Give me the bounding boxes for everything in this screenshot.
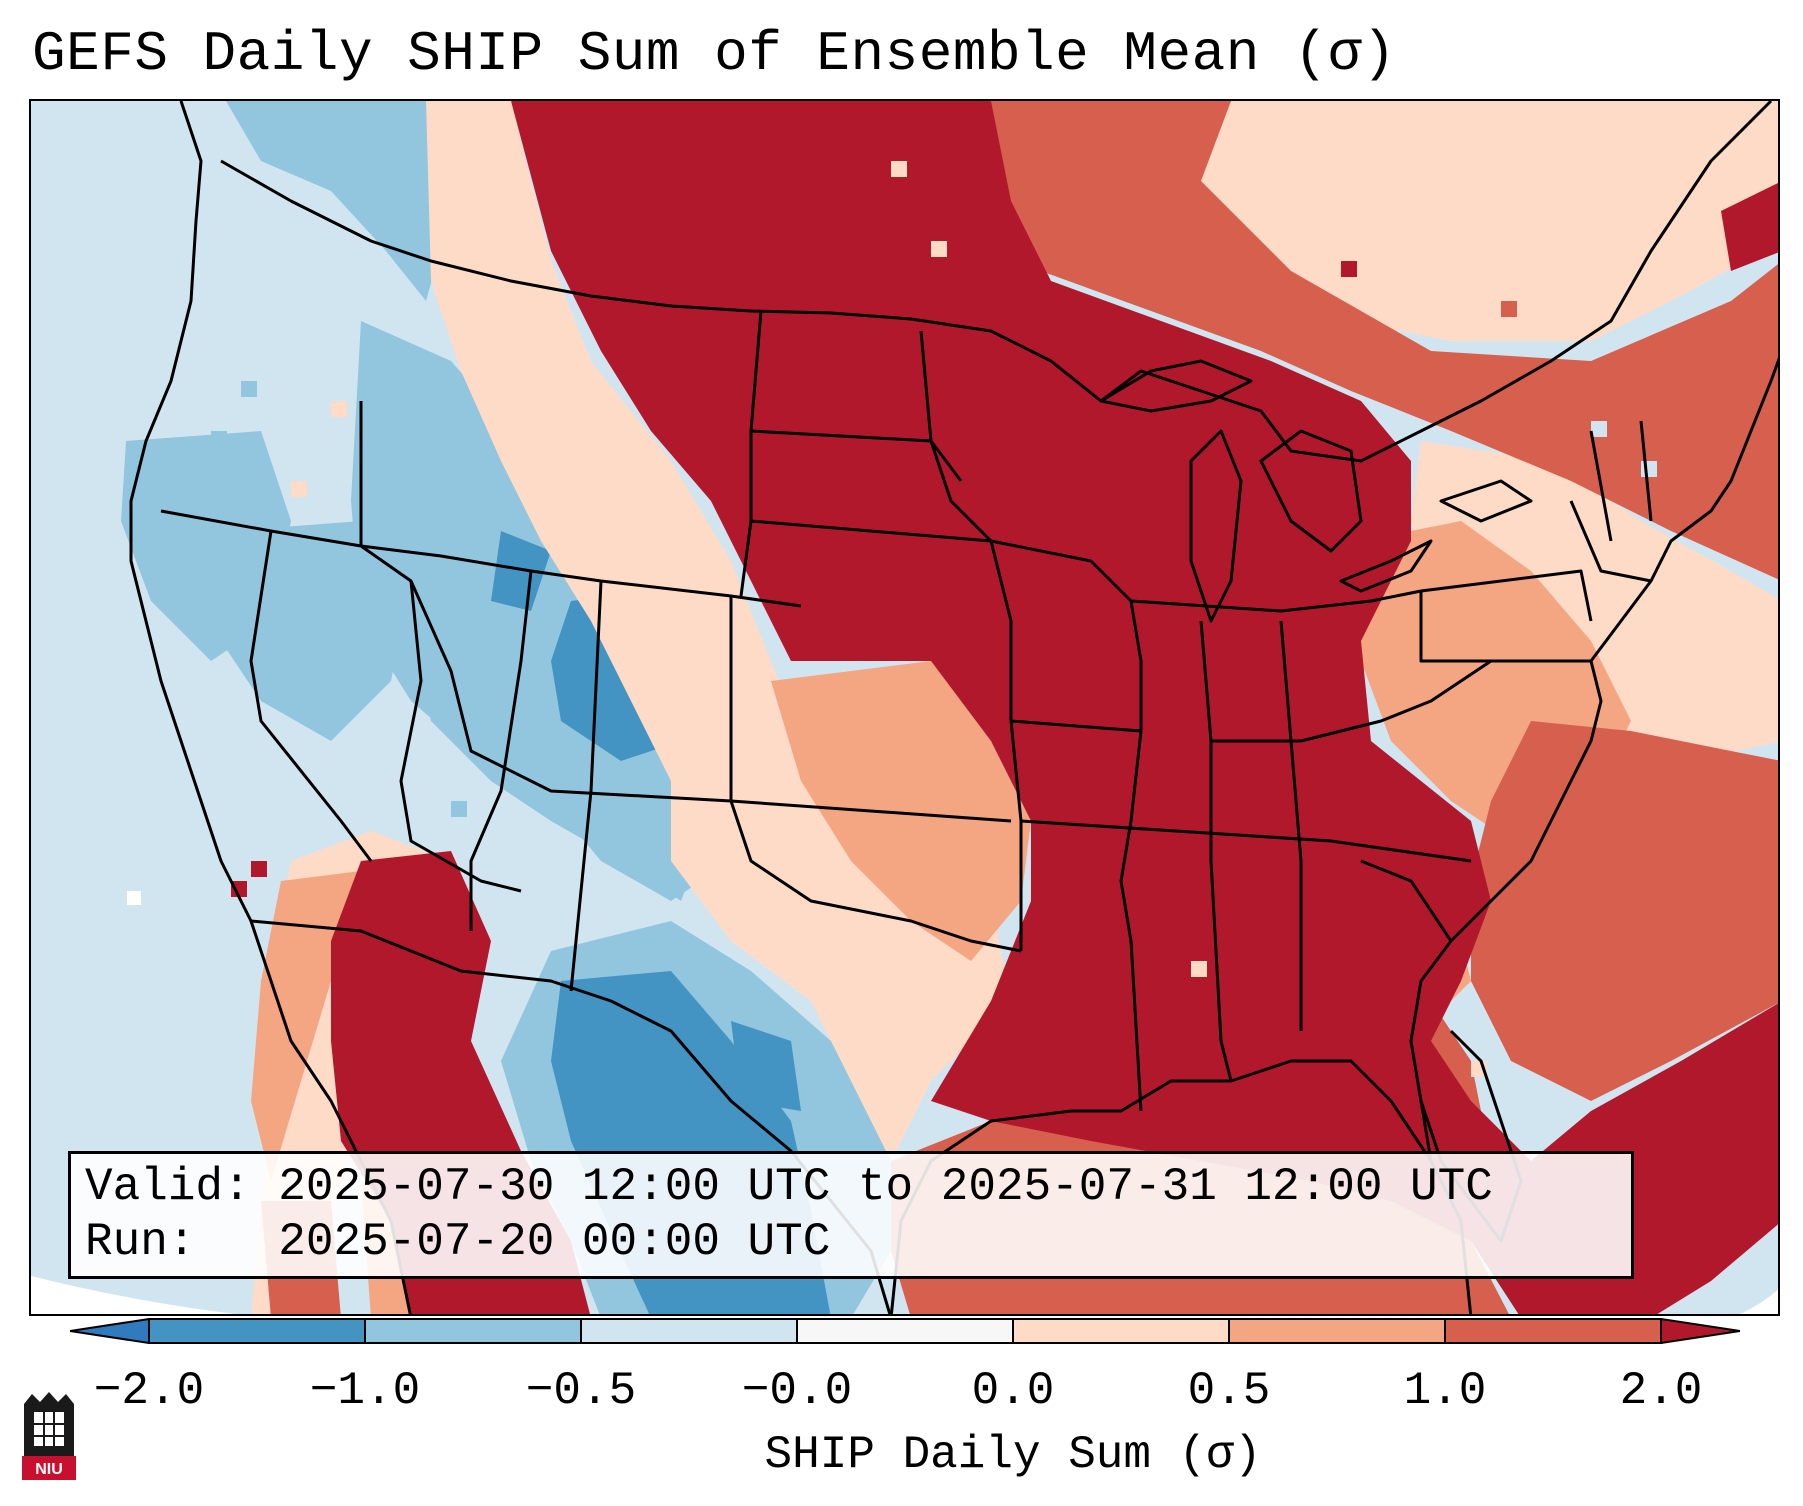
- chart-title: GEFS Daily SHIP Sum of Ensemble Mean (σ): [32, 22, 1397, 86]
- valid-row: Valid: 2025-07-30 12:00 UTC to 2025-07-3…: [85, 1160, 1617, 1215]
- valid-label: Valid:: [85, 1161, 251, 1213]
- logo-text: NIU: [35, 1461, 63, 1478]
- colorbar-cell: [797, 1319, 1014, 1343]
- colorbar-tick-label: 0.5: [1187, 1365, 1271, 1417]
- region-slightly-high-canada: [1171, 101, 1778, 341]
- region-low-northwest: [226, 101, 451, 301]
- colorbar-tick-label: −0.5: [525, 1365, 637, 1417]
- region-slightly-high-plains: [426, 101, 1011, 1161]
- colorbar-tick-label: −1.0: [309, 1365, 421, 1417]
- run-row: Run: 2025-07-20 00:00 UTC: [85, 1215, 1617, 1270]
- colorbar-tick-label: −2.0: [93, 1365, 205, 1417]
- region-moderate-kansas: [771, 661, 1031, 961]
- colorbar-cell: [149, 1319, 366, 1343]
- colorbar-extend-high: [1660, 1318, 1740, 1344]
- colorbar-cell: [1013, 1319, 1230, 1343]
- region-slightly-high-atlantic: [1411, 441, 1778, 761]
- atlantic-coastline: [1409, 357, 1778, 1162]
- colorbar-cell: [1445, 1319, 1662, 1343]
- colorbar-tick-label: 1.0: [1403, 1365, 1487, 1417]
- colorbar-label: SHIP Daily Sum (σ): [764, 1429, 1262, 1481]
- run-value: 2025-07-20 00:00 UTC: [278, 1216, 831, 1268]
- colorbar-cell: [581, 1319, 798, 1343]
- colorbar-tick-label: 0.0: [971, 1365, 1055, 1417]
- valid-value: 2025-07-30 12:00 UTC to 2025-07-31 12:00…: [278, 1161, 1493, 1213]
- map-panel: [29, 99, 1780, 1316]
- ship-anomaly-map: [31, 101, 1778, 1314]
- colorbar-cell: [1229, 1319, 1446, 1343]
- niu-logo: NIU: [22, 1392, 76, 1480]
- validity-info-box: Valid: 2025-07-30 12:00 UTC to 2025-07-3…: [68, 1151, 1634, 1279]
- outside-domain: [31, 1276, 236, 1314]
- region-very-high-central-east: [511, 101, 1778, 1314]
- colorbar-tick-label: 2.0: [1619, 1365, 1703, 1417]
- run-label: Run:: [85, 1216, 196, 1268]
- region-high-great-lakes-canada: [991, 101, 1778, 580]
- pacific-coastline: [129, 101, 412, 1314]
- colorbar-extend-low: [70, 1318, 150, 1344]
- pixel-noise: [127, 161, 1657, 1077]
- colorbar-cell: [365, 1319, 582, 1343]
- boundaries: [129, 101, 1778, 1314]
- colorbar-tick-label: −0.0: [741, 1365, 853, 1417]
- colorbar: [70, 1318, 1740, 1344]
